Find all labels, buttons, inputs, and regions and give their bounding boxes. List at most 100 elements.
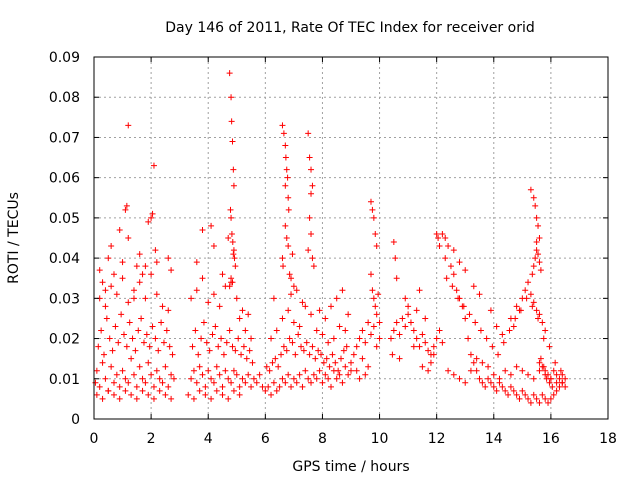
x-tick-label: 6 (261, 431, 270, 447)
data-point (322, 315, 329, 322)
data-point (286, 335, 293, 342)
data-point (325, 375, 332, 382)
data-point (116, 383, 123, 390)
data-point (113, 291, 120, 298)
data-point (142, 295, 149, 302)
data-point (228, 94, 235, 101)
data-point (410, 343, 417, 350)
data-point (479, 379, 486, 386)
data-point (133, 383, 140, 390)
data-point (532, 255, 539, 262)
data-point (373, 311, 380, 318)
data-point (530, 299, 537, 306)
x-tick-label: 8 (318, 431, 327, 447)
data-point (359, 327, 366, 334)
data-point (550, 391, 557, 398)
data-point (340, 347, 347, 354)
data-point (536, 311, 543, 318)
y-tick-label: 0.09 (49, 50, 80, 66)
data-point (290, 319, 297, 326)
data-point (499, 331, 506, 338)
data-point (313, 327, 320, 334)
data-point (393, 275, 400, 282)
data-point (156, 387, 163, 394)
data-point (226, 70, 233, 77)
data-point (218, 335, 225, 342)
data-point (113, 371, 120, 378)
data-point (285, 371, 292, 378)
data-point (193, 379, 200, 386)
data-point (542, 327, 549, 334)
data-point (489, 343, 496, 350)
data-point (280, 343, 287, 350)
data-point (210, 379, 217, 386)
y-tick-label: 0.08 (49, 90, 80, 106)
data-point (268, 391, 275, 398)
data-point (396, 331, 403, 338)
data-point (145, 218, 152, 225)
data-point (303, 339, 310, 346)
data-point (232, 347, 239, 354)
data-point (155, 347, 162, 354)
data-point (370, 214, 377, 221)
data-point (516, 395, 523, 402)
data-point (339, 379, 346, 386)
data-point (535, 315, 542, 322)
data-point (193, 259, 200, 266)
data-point (336, 323, 343, 330)
data-point (367, 198, 374, 205)
y-tick-label: 0 (71, 412, 80, 428)
data-point (369, 287, 376, 294)
data-point (145, 359, 152, 366)
data-point (336, 371, 343, 378)
data-point (263, 363, 270, 370)
data-point (96, 383, 103, 390)
data-point (242, 379, 249, 386)
data-point (285, 243, 292, 250)
data-point (433, 230, 440, 237)
data-point (325, 339, 332, 346)
data-point (485, 363, 492, 370)
data-point (195, 351, 202, 358)
data-point (215, 343, 222, 350)
data-point (533, 247, 540, 254)
data-point (95, 343, 102, 350)
y-tick-label: 0.07 (49, 130, 80, 146)
x-tick-label: 12 (428, 431, 446, 447)
data-point (116, 395, 123, 402)
data-point (285, 307, 292, 314)
data-point (240, 343, 247, 350)
data-point (499, 383, 506, 390)
data-point (282, 379, 289, 386)
data-point (462, 379, 469, 386)
data-point (367, 331, 374, 338)
data-point (462, 267, 469, 274)
data-point (233, 371, 240, 378)
data-point (273, 327, 280, 334)
data-point (286, 271, 293, 278)
data-point (289, 339, 296, 346)
data-point (493, 387, 500, 394)
data-point (312, 355, 319, 362)
data-point (536, 399, 543, 406)
data-point (316, 367, 323, 374)
data-point (442, 235, 449, 241)
data-point (229, 279, 236, 286)
data-point (190, 395, 197, 402)
data-point (342, 363, 349, 370)
data-point (482, 383, 489, 390)
data-point (249, 359, 256, 366)
data-point (150, 162, 157, 169)
data-point (500, 339, 507, 346)
data-point (289, 251, 296, 258)
data-point (239, 307, 246, 314)
data-point (188, 375, 195, 382)
data-point (93, 391, 100, 398)
data-point (125, 379, 132, 386)
data-point (248, 383, 255, 390)
data-point (393, 319, 400, 326)
data-point (319, 331, 326, 338)
data-point (273, 387, 280, 394)
data-point (453, 287, 460, 294)
data-point (243, 355, 250, 362)
